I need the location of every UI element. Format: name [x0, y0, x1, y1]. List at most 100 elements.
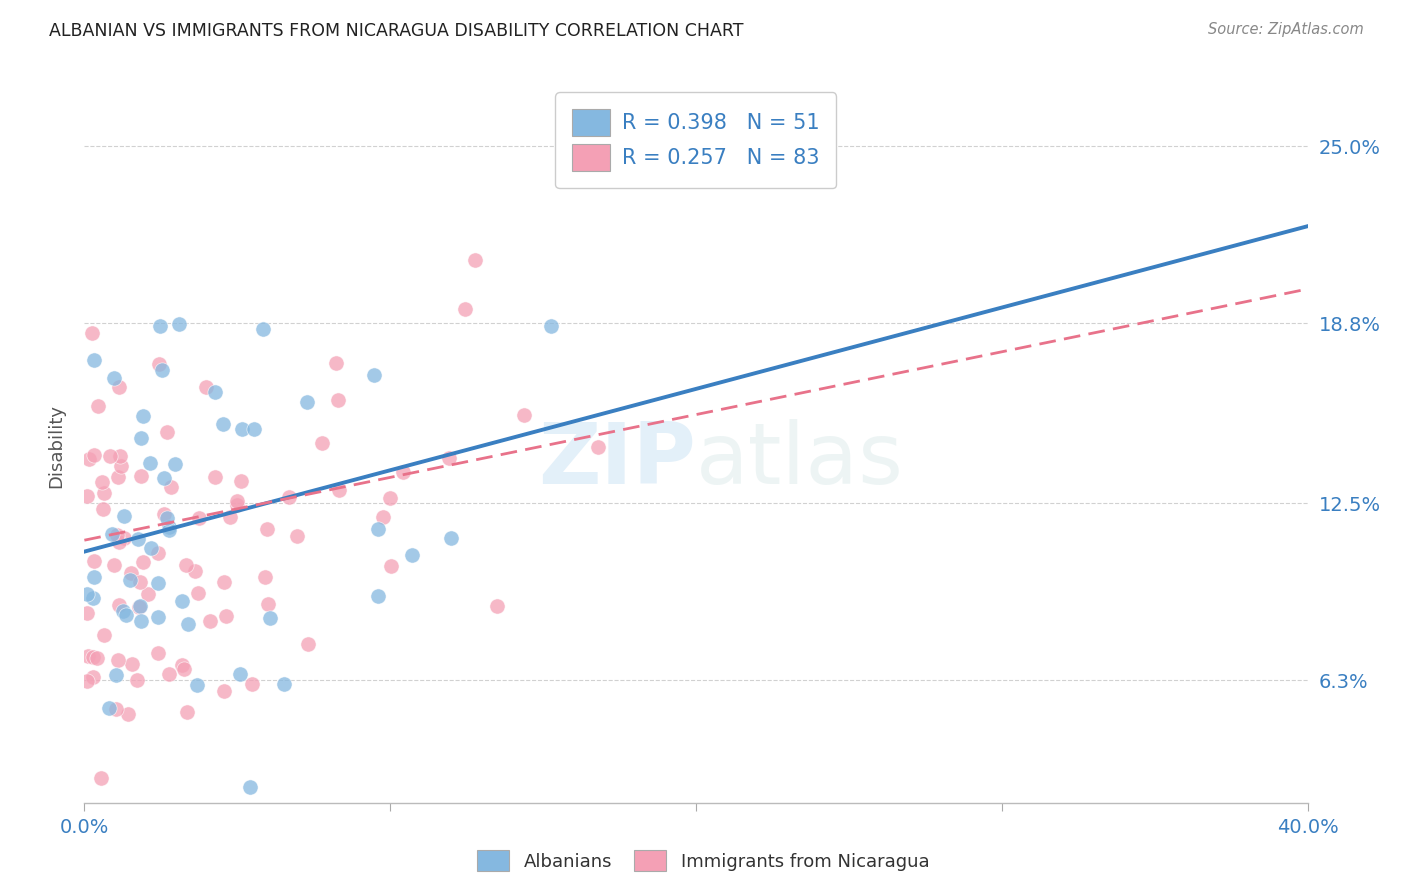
Point: [103, 371, 125, 385]
Point: [231, 422, 253, 436]
Point: [167, 317, 190, 331]
Point: [367, 523, 389, 537]
Point: [108, 598, 131, 612]
Point: [83, 448, 105, 462]
Text: ALBANIAN VS IMMIGRANTS FROM NICARAGUA DISABILITY CORRELATION CHART: ALBANIAN VS IMMIGRANTS FROM NICARAGUA DI…: [49, 22, 744, 40]
Point: [97, 701, 120, 715]
Point: [212, 417, 235, 431]
Point: [464, 252, 486, 267]
Point: [328, 483, 350, 497]
Point: [141, 541, 163, 556]
Point: [225, 493, 247, 508]
Point: [184, 564, 207, 578]
Point: [82, 650, 104, 665]
Point: [212, 574, 235, 589]
Point: [540, 318, 562, 333]
Point: [107, 380, 129, 394]
Point: [259, 611, 281, 625]
Point: [76, 673, 98, 688]
Point: [229, 475, 252, 489]
Point: [163, 457, 186, 471]
Point: [273, 677, 295, 691]
Point: [101, 527, 124, 541]
Point: [378, 491, 401, 505]
Point: [83, 353, 105, 368]
Point: [295, 394, 318, 409]
Point: [108, 534, 131, 549]
Point: [363, 368, 385, 382]
Point: [326, 393, 349, 408]
Point: [129, 599, 152, 613]
Point: [83, 554, 105, 568]
Point: [93, 486, 115, 500]
Point: [204, 384, 226, 399]
Text: ZIP: ZIP: [538, 418, 696, 502]
Point: [170, 593, 193, 607]
Point: [278, 490, 301, 504]
Point: [367, 589, 389, 603]
Point: [138, 456, 160, 470]
Legend: R = 0.398   N = 51, R = 0.257   N = 83: R = 0.398 N = 51, R = 0.257 N = 83: [555, 93, 837, 187]
Point: [218, 509, 240, 524]
Point: [187, 586, 209, 600]
Point: [143, 847, 166, 861]
Point: [112, 509, 135, 524]
Point: [297, 637, 319, 651]
Point: [177, 616, 200, 631]
Point: [77, 452, 100, 467]
Point: [110, 458, 132, 473]
Point: [150, 363, 173, 377]
Point: [285, 528, 308, 542]
Point: [188, 510, 211, 524]
Point: [131, 431, 153, 445]
Point: [125, 673, 148, 688]
Point: [104, 701, 127, 715]
Point: [176, 705, 198, 719]
Point: [148, 357, 170, 371]
Point: [401, 549, 423, 563]
Text: Source: ZipAtlas.com: Source: ZipAtlas.com: [1208, 22, 1364, 37]
Point: [229, 667, 252, 681]
Point: [82, 591, 104, 605]
Point: [120, 566, 142, 581]
Point: [98, 449, 121, 463]
Point: [91, 475, 114, 489]
Point: [107, 653, 129, 667]
Point: [131, 469, 153, 483]
Point: [131, 555, 153, 569]
Point: [121, 657, 143, 671]
Point: [454, 301, 477, 316]
Point: [128, 599, 150, 614]
Point: [157, 667, 180, 681]
Point: [76, 489, 98, 503]
Point: [215, 609, 238, 624]
Point: [115, 608, 138, 623]
Point: [111, 604, 134, 618]
Point: [90, 772, 112, 786]
Point: [243, 422, 266, 436]
Point: [153, 507, 176, 521]
Point: [129, 614, 152, 628]
Point: [194, 380, 217, 394]
Point: [93, 628, 115, 642]
Point: [148, 546, 170, 560]
Point: [156, 425, 179, 439]
Point: [105, 668, 128, 682]
Point: [148, 646, 170, 660]
Point: [198, 614, 221, 628]
Point: [325, 356, 347, 370]
Point: [128, 574, 150, 589]
Point: [437, 450, 460, 465]
Point: [127, 532, 149, 546]
Point: [156, 511, 179, 525]
Point: [117, 706, 139, 721]
Point: [170, 658, 193, 673]
Legend: Albanians, Immigrants from Nicaragua: Albanians, Immigrants from Nicaragua: [470, 843, 936, 879]
Point: [586, 440, 609, 454]
Point: [76, 606, 98, 620]
Point: [112, 531, 135, 545]
Point: [108, 449, 131, 463]
Point: [239, 780, 262, 795]
Point: [186, 678, 208, 692]
Point: [146, 575, 169, 590]
